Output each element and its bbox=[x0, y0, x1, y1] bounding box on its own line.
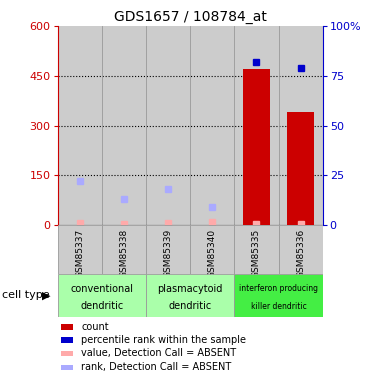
Bar bbox=[58, 225, 102, 274]
Bar bbox=[60, 324, 73, 330]
Bar bbox=[58, 274, 146, 317]
Text: interferon producing: interferon producing bbox=[239, 284, 318, 293]
Text: cell type: cell type bbox=[2, 290, 49, 300]
Bar bbox=[234, 274, 323, 317]
Bar bbox=[234, 26, 279, 225]
Text: value, Detection Call = ABSENT: value, Detection Call = ABSENT bbox=[81, 348, 236, 358]
Text: conventional: conventional bbox=[70, 284, 133, 294]
Bar bbox=[102, 225, 146, 274]
Bar bbox=[190, 26, 234, 225]
Text: ▶: ▶ bbox=[42, 290, 50, 300]
Bar bbox=[60, 351, 73, 356]
Text: plasmacytoid: plasmacytoid bbox=[157, 284, 223, 294]
Bar bbox=[58, 26, 102, 225]
Bar bbox=[279, 225, 323, 274]
Text: count: count bbox=[81, 322, 109, 332]
Bar bbox=[146, 274, 234, 317]
Text: GSM85340: GSM85340 bbox=[208, 229, 217, 278]
Bar bbox=[234, 225, 279, 274]
Title: GDS1657 / 108784_at: GDS1657 / 108784_at bbox=[114, 10, 267, 24]
Text: killer dendritic: killer dendritic bbox=[251, 302, 306, 310]
Text: dendritic: dendritic bbox=[80, 301, 123, 311]
Text: GSM85337: GSM85337 bbox=[75, 229, 84, 278]
Bar bbox=[146, 225, 190, 274]
Bar bbox=[102, 26, 146, 225]
Bar bbox=[243, 69, 270, 225]
Text: GSM85339: GSM85339 bbox=[164, 229, 173, 278]
Text: GSM85336: GSM85336 bbox=[296, 229, 305, 278]
Bar bbox=[146, 26, 190, 225]
Text: GSM85338: GSM85338 bbox=[119, 229, 128, 278]
Bar bbox=[60, 337, 73, 343]
Bar bbox=[190, 225, 234, 274]
Text: percentile rank within the sample: percentile rank within the sample bbox=[81, 335, 246, 345]
Bar bbox=[60, 364, 73, 370]
Bar bbox=[288, 112, 314, 225]
Text: rank, Detection Call = ABSENT: rank, Detection Call = ABSENT bbox=[81, 363, 231, 372]
Text: GSM85335: GSM85335 bbox=[252, 229, 261, 278]
Text: dendritic: dendritic bbox=[168, 301, 212, 311]
Bar bbox=[279, 26, 323, 225]
